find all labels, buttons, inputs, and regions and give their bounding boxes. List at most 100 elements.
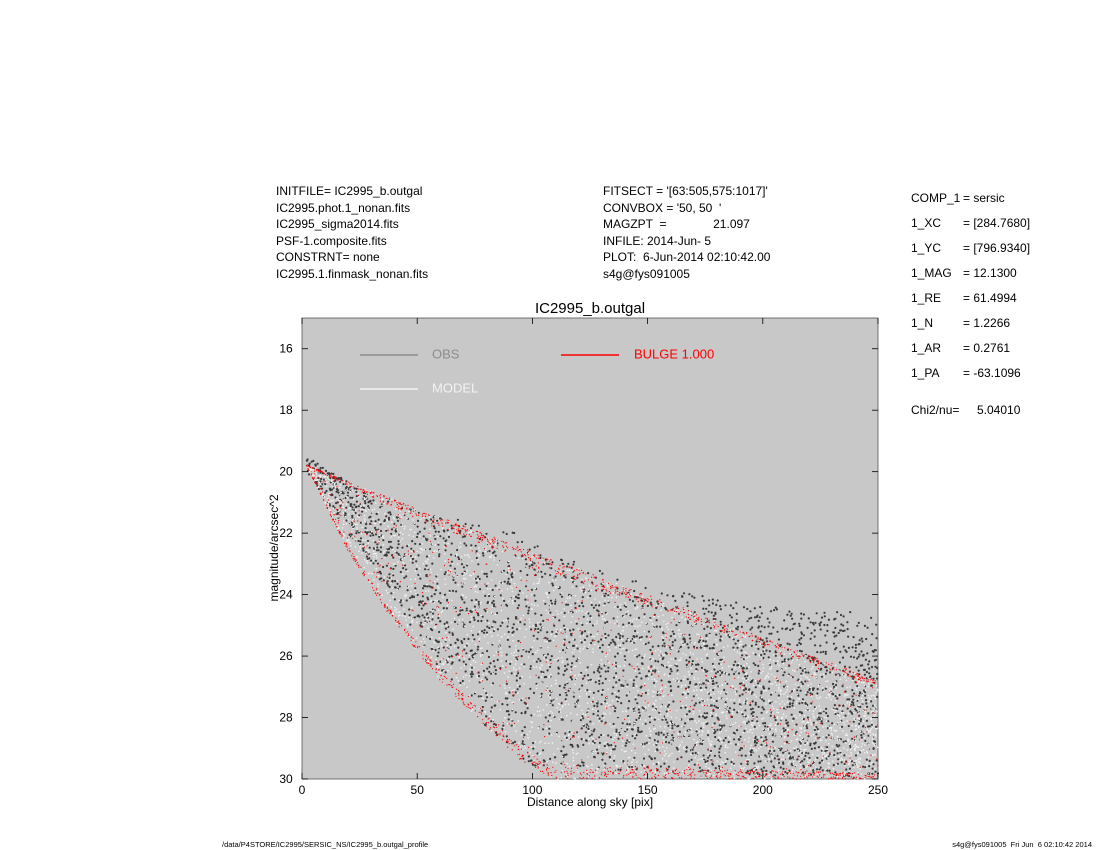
obs-point bbox=[558, 684, 561, 688]
obs-point bbox=[514, 599, 517, 603]
obs-point bbox=[336, 511, 340, 515]
model-point bbox=[429, 535, 432, 537]
obs-point bbox=[475, 550, 478, 553]
model-point bbox=[459, 684, 462, 687]
model-point bbox=[720, 761, 723, 763]
model-point bbox=[789, 750, 792, 752]
model-point bbox=[840, 750, 842, 752]
model-point bbox=[507, 660, 509, 663]
model-point bbox=[723, 656, 725, 659]
obs-point bbox=[431, 629, 434, 632]
model-point bbox=[550, 719, 553, 722]
obs-point bbox=[859, 664, 863, 667]
obs-point bbox=[601, 714, 604, 718]
obs-point bbox=[625, 640, 628, 643]
obs-point bbox=[542, 749, 545, 752]
obs-point bbox=[842, 624, 845, 627]
obs-point bbox=[444, 571, 447, 574]
model-point bbox=[572, 759, 575, 762]
obs-point bbox=[533, 546, 536, 549]
obs-point bbox=[715, 706, 718, 709]
obs-point bbox=[382, 539, 385, 542]
obs-point bbox=[527, 612, 530, 615]
model-point bbox=[360, 508, 362, 511]
model-point bbox=[615, 596, 618, 598]
obs-point bbox=[393, 598, 396, 601]
model-point bbox=[529, 561, 531, 564]
obs-point bbox=[644, 586, 647, 590]
model-point bbox=[386, 603, 388, 606]
model-point bbox=[727, 776, 729, 779]
model-point bbox=[323, 475, 326, 478]
model-point bbox=[521, 557, 524, 559]
obs-point bbox=[423, 602, 427, 605]
model-point bbox=[433, 642, 436, 644]
model-point bbox=[746, 702, 748, 704]
obs-point bbox=[551, 630, 554, 633]
obs-point bbox=[711, 680, 715, 683]
model-point bbox=[560, 628, 562, 631]
model-point bbox=[853, 717, 856, 720]
obs-point bbox=[850, 760, 854, 763]
model-point bbox=[422, 638, 425, 640]
model-point bbox=[621, 744, 624, 747]
model-point bbox=[853, 774, 855, 776]
obs-point bbox=[387, 584, 390, 587]
model-point bbox=[724, 761, 727, 764]
obs-point bbox=[335, 502, 338, 505]
model-point bbox=[701, 645, 703, 647]
obs-point bbox=[630, 728, 634, 731]
obs-point bbox=[553, 624, 556, 627]
obs-point bbox=[630, 765, 634, 769]
model-point bbox=[568, 569, 571, 571]
model-point bbox=[373, 556, 375, 558]
obs-point bbox=[438, 555, 441, 558]
obs-point bbox=[474, 544, 477, 547]
model-point bbox=[531, 603, 533, 605]
model-point bbox=[570, 579, 573, 581]
obs-point bbox=[842, 645, 845, 648]
model-point bbox=[861, 694, 864, 696]
obs-point bbox=[719, 608, 723, 611]
model-point bbox=[863, 685, 866, 687]
model-point bbox=[470, 530, 473, 532]
obs-point bbox=[429, 637, 432, 641]
model-point bbox=[856, 777, 859, 780]
obs-point bbox=[839, 650, 842, 653]
obs-point bbox=[370, 502, 373, 505]
model-point bbox=[806, 676, 809, 679]
model-point bbox=[476, 676, 479, 679]
model-point bbox=[361, 521, 364, 524]
model-point bbox=[704, 688, 706, 690]
obs-point bbox=[368, 546, 371, 549]
model-point bbox=[778, 657, 780, 659]
model-point bbox=[768, 758, 770, 760]
obs-point bbox=[523, 623, 526, 626]
obs-point bbox=[719, 745, 722, 748]
obs-point bbox=[804, 754, 807, 758]
obs-point bbox=[607, 666, 610, 669]
model-point bbox=[744, 635, 747, 638]
model-point bbox=[681, 725, 683, 728]
model-point bbox=[519, 627, 521, 630]
obs-point bbox=[704, 760, 707, 764]
model-point bbox=[579, 689, 582, 691]
model-point bbox=[680, 659, 682, 661]
model-point bbox=[444, 552, 446, 555]
model-point bbox=[611, 726, 613, 728]
model-point bbox=[567, 733, 570, 736]
obs-point bbox=[527, 760, 530, 763]
obs-point bbox=[354, 511, 357, 515]
obs-point bbox=[563, 574, 566, 577]
model-point bbox=[572, 666, 574, 668]
model-point bbox=[416, 564, 418, 567]
model-point bbox=[617, 715, 619, 717]
model-point bbox=[596, 620, 598, 622]
obs-point bbox=[702, 607, 705, 610]
model-point bbox=[662, 737, 665, 739]
obs-point bbox=[373, 526, 377, 530]
model-point bbox=[370, 525, 373, 527]
model-point bbox=[410, 550, 412, 552]
model-point bbox=[505, 619, 507, 621]
obs-point bbox=[800, 672, 803, 675]
